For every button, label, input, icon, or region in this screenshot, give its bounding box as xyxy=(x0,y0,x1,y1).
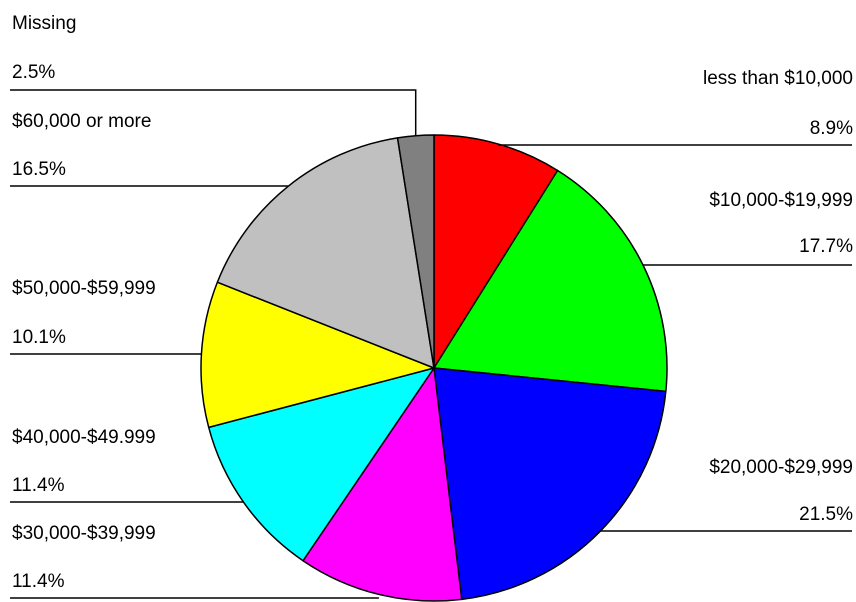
leader-lines xyxy=(10,89,852,599)
slice-name-label: $40,000-$49.999 xyxy=(12,427,156,448)
slice-value-label: 2.5% xyxy=(12,62,55,83)
slice-name-label: $20,000-$29,999 xyxy=(709,457,853,478)
slice-name-label: $60,000 or more xyxy=(12,111,151,132)
pie-slice-8 xyxy=(396,134,435,369)
slice-name-label: $10,000-$19,999 xyxy=(709,190,853,211)
pie-slice-1 xyxy=(433,134,559,369)
pie-slice-6 xyxy=(200,281,435,429)
slice-name-label: $50,000-$59,999 xyxy=(12,278,156,299)
slice-value-label: 17.7% xyxy=(799,236,853,257)
slice-name-label: Missing xyxy=(12,13,76,34)
slice-value-label: 11.4% xyxy=(12,571,65,592)
slice-labels: less than $10,000 8.9% $10,000-$19,999 17.7… xyxy=(12,13,853,592)
pie-slice-7 xyxy=(216,137,435,369)
slice-value-label: 16.5% xyxy=(12,159,66,180)
pie-slice-3 xyxy=(433,367,667,601)
slice-value-label: 10.1% xyxy=(12,327,66,348)
slice-name-label: $30,000-$39,999 xyxy=(12,523,156,544)
slice-value-label: 21.5% xyxy=(799,504,853,525)
slice-name-label: less than $10,000 xyxy=(703,68,853,89)
slice-value-label: 11.4% xyxy=(12,475,65,496)
slice-value-label: 8.9% xyxy=(810,118,853,139)
pie-slice-2 xyxy=(433,169,668,393)
pie-slice-4 xyxy=(302,367,463,602)
leader-line-8 xyxy=(10,89,417,136)
pie-slices xyxy=(200,134,668,602)
